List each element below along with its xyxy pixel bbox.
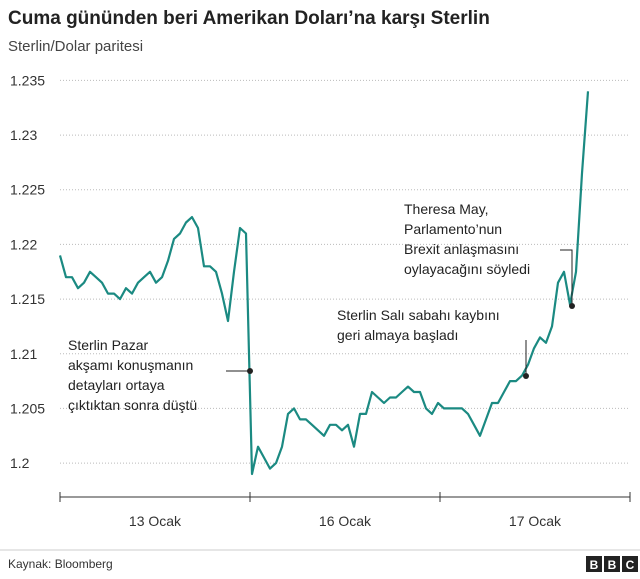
- y-tick-label: 1.225: [10, 182, 45, 198]
- annotation: Theresa May,: [404, 201, 489, 217]
- y-tick-label: 1.23: [10, 127, 37, 143]
- logo-letter: B: [608, 558, 617, 572]
- y-tick-label: 1.2: [10, 455, 30, 471]
- chart-subtitle: Sterlin/Dolar paritesi: [8, 38, 143, 55]
- annotation: akşamı konuşmanın: [68, 357, 193, 373]
- x-tick-label: 16 Ocak: [319, 513, 372, 529]
- y-tick-label: 1.235: [10, 72, 45, 88]
- line: [58, 91, 590, 476]
- logo-letter: B: [590, 558, 599, 572]
- logo-box: [622, 556, 638, 572]
- annotation: Sterlin Pazar: [68, 337, 148, 353]
- annotation-dot: [569, 303, 575, 309]
- logo-box: [604, 556, 620, 572]
- logo-letter: C: [626, 558, 635, 572]
- annotation: oylayacağını söyledi: [404, 261, 530, 277]
- annotation-dot: [523, 373, 529, 379]
- annotation-dot: [247, 368, 253, 374]
- annotation: Sterlin Salı sabahı kaybını: [337, 307, 500, 323]
- source: Kaynak: Bloomberg: [8, 557, 113, 571]
- annotation: geri almaya başladı: [337, 327, 458, 343]
- logo-box: [586, 556, 602, 572]
- annotation: detayları ortaya: [68, 377, 165, 393]
- annotation: Parlamento’nun: [404, 221, 502, 237]
- y-tick-label: 1.21: [10, 346, 37, 362]
- y-tick-label: 1.205: [10, 400, 45, 416]
- annotation-leader: [560, 249, 573, 306]
- annotation: çıktıktan sonra düştü: [68, 397, 197, 413]
- chart-title: Cuma gününden beri Amerikan Doları’na ka…: [8, 8, 490, 29]
- annotation: Brexit anlaşmasını: [404, 241, 519, 257]
- y-tick-label: 1.215: [10, 291, 45, 307]
- x-tick-label: 13 Ocak: [129, 513, 182, 529]
- y-tick-label: 1.22: [10, 236, 37, 252]
- x-tick-label: 17 Ocak: [509, 513, 562, 529]
